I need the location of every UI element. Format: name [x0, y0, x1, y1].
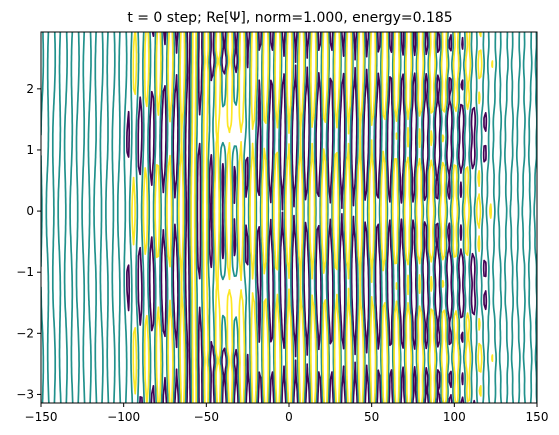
y-tick-label: −3	[16, 387, 34, 401]
y-tick-label: −2	[16, 326, 34, 340]
y-tick-label: 2	[26, 82, 34, 96]
x-tick-label: −100	[107, 410, 140, 424]
y-tick-label: 0	[26, 204, 34, 218]
contour-line-low	[126, 32, 488, 403]
y-tick-label: −1	[16, 265, 34, 279]
contour-lines	[41, 32, 537, 403]
x-tick-label: 0	[285, 410, 293, 424]
x-tick-label: 100	[443, 410, 466, 424]
x-tick-label: 150	[526, 410, 549, 424]
x-tick-label: −150	[25, 410, 58, 424]
x-tick-label: −50	[194, 410, 219, 424]
y-tick-label: 1	[26, 143, 34, 157]
x-axis: −150 −100 −50 0 50 100 150	[25, 403, 549, 424]
chart-title: t = 0 step; Re[Ψ], norm=1.000, energy=0.…	[127, 10, 452, 26]
contour-line-high	[131, 32, 494, 403]
y-axis: −3 −2 −1 0 1 2	[16, 82, 41, 401]
contour-line-zero	[41, 32, 537, 403]
x-tick-label: 50	[364, 410, 379, 424]
